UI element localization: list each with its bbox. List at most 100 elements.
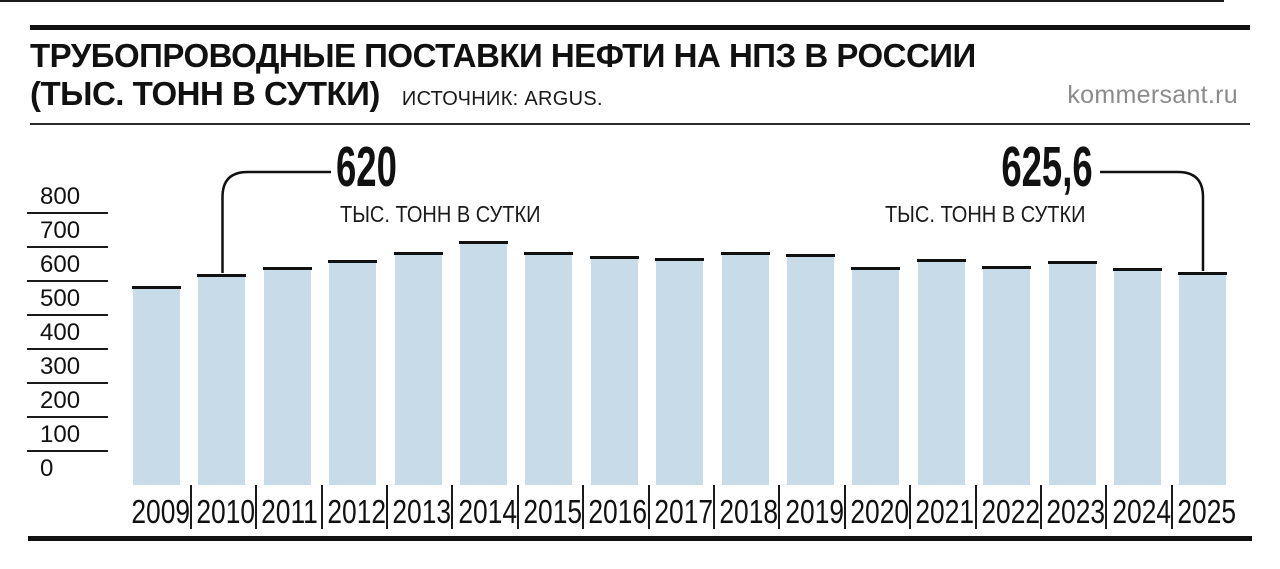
bar-2010	[197, 274, 247, 485]
bar-cap-2020	[851, 267, 901, 271]
header-divider	[30, 123, 1250, 125]
x-axis-separator	[320, 485, 323, 529]
x-axis-label-2013: 2013	[392, 493, 452, 530]
bar-2018	[720, 252, 770, 485]
x-axis-label-2019: 2019	[784, 493, 844, 530]
bar-cap-2016	[589, 255, 639, 259]
x-axis-label-2023: 2023	[1046, 493, 1106, 530]
bar-2016	[589, 255, 639, 485]
x-axis-separator	[1170, 485, 1173, 529]
top-divider	[30, 25, 1250, 30]
source-label: ИСТОЧНИК: ARGUS.	[401, 88, 603, 110]
x-axis-label-2025: 2025	[1177, 493, 1236, 530]
bar-2021	[916, 258, 966, 485]
bar-cap-2013	[393, 251, 443, 255]
chart-title-row2: (ТЫС. ТОНН В СУТКИ) ИСТОЧНИК: ARGUS.	[30, 75, 603, 113]
bar-cap-2022	[982, 266, 1032, 270]
bar-2023	[1047, 261, 1097, 485]
x-axis-label-2022: 2022	[981, 493, 1040, 530]
x-axis-label-2016: 2016	[588, 493, 648, 530]
x-axis-separator	[712, 485, 715, 529]
bar-cap-2012	[328, 260, 378, 264]
y-gridline-100	[27, 450, 108, 452]
y-axis-label-500: 500	[40, 285, 81, 312]
annotation-unit-2025: ТЫС. ТОНН В СУТКИ	[884, 201, 1085, 227]
x-axis-label-2018: 2018	[719, 493, 779, 530]
bar-cap-2011	[262, 267, 312, 271]
bar-2024	[1113, 268, 1162, 485]
x-axis-label-2011: 2011	[261, 493, 319, 530]
x-axis-label-2020: 2020	[850, 493, 909, 530]
x-axis-separator	[516, 485, 519, 529]
bar-2011	[262, 267, 312, 485]
bar-2022	[982, 266, 1032, 485]
bar-2013	[393, 251, 443, 485]
y-axis-label-0: 0	[40, 455, 54, 482]
bar-cap-2018	[720, 252, 770, 256]
y-gridline-600	[27, 280, 108, 282]
callout-line-2010	[221, 170, 331, 273]
bar-chart: 800 700 600 500 400 300 200 100 0 2009 2010 2011 201…	[0, 0, 1280, 541]
bar-cap-2009	[132, 286, 181, 290]
bar-cap-2014	[459, 241, 508, 245]
site-watermark: kommersant.ru	[1067, 81, 1238, 109]
y-axis-label-700: 700	[40, 217, 81, 244]
callout-line-2025	[1100, 170, 1205, 271]
x-axis-separator	[1039, 485, 1042, 529]
bar-cap-2015	[524, 251, 574, 255]
bar-cap-2010	[197, 274, 247, 278]
bar-cap-2017	[655, 257, 705, 261]
bar-2009	[132, 286, 181, 485]
y-gridline-800	[27, 212, 108, 214]
x-axis-label-2014: 2014	[457, 493, 517, 530]
x-axis-separator	[974, 485, 977, 529]
x-axis-label-2012: 2012	[327, 493, 386, 530]
bar-2012	[328, 260, 378, 485]
bar-2014	[459, 241, 508, 485]
chart-title-line2: (ТЫС. ТОНН В СУТКИ)	[30, 75, 380, 112]
x-axis-separator	[778, 485, 781, 529]
y-gridline-400	[27, 348, 108, 350]
x-axis-separator	[451, 485, 454, 529]
bar-2025	[1178, 272, 1228, 485]
x-axis-separator	[1105, 485, 1108, 529]
x-axis-separator	[255, 485, 258, 529]
bar-2017	[655, 257, 705, 485]
bar-2020	[851, 267, 901, 485]
x-axis-separator	[909, 485, 912, 529]
y-axis-label-400: 400	[40, 319, 81, 346]
annotation-value-2025: 625,6	[1001, 135, 1093, 199]
x-axis-label-2021: 2021	[915, 493, 975, 530]
x-axis-separator	[647, 485, 650, 529]
x-axis-label-2017: 2017	[654, 493, 713, 530]
x-axis-label-2009: 2009	[130, 493, 190, 530]
bar-cap-2021	[916, 258, 966, 262]
y-gridline-700	[27, 246, 108, 248]
y-axis-label-300: 300	[40, 353, 81, 380]
bar-cap-2023	[1047, 261, 1097, 265]
y-axis-label-800: 800	[40, 183, 81, 210]
y-gridline-200	[27, 416, 108, 418]
bar-2015	[524, 251, 574, 485]
y-axis-label-200: 200	[40, 387, 81, 414]
x-axis-separator	[189, 485, 192, 529]
x-axis-separator	[843, 485, 846, 529]
x-axis-label-2024: 2024	[1111, 493, 1171, 530]
x-axis-label-2010: 2010	[196, 493, 255, 530]
bar-cap-2019	[786, 254, 835, 258]
x-axis-label-2015: 2015	[523, 493, 582, 530]
x-axis-separator	[385, 485, 388, 529]
y-axis-label-100: 100	[40, 421, 81, 448]
chart-title-line1: ТРУБОПРОВОДНЫЕ ПОСТАВКИ НЕФТИ НА НПЗ В Р…	[30, 37, 976, 74]
y-axis-label-600: 600	[40, 251, 81, 278]
annotation-unit-2010: ТЫС. ТОНН В СУТКИ	[340, 201, 541, 227]
y-gridline-500	[27, 314, 108, 316]
y-gridline-300	[27, 382, 108, 384]
bar-cap-2025	[1178, 272, 1228, 276]
x-axis-baseline	[0, 0, 1224, 2]
bottom-divider	[28, 536, 1252, 541]
bar-cap-2024	[1113, 268, 1162, 272]
x-axis-separator	[582, 485, 585, 529]
annotation-value-2010: 620	[336, 135, 397, 199]
